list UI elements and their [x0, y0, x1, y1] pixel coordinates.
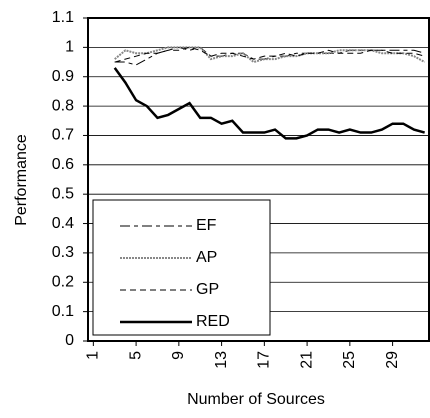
x-tick-label: 17 [256, 351, 273, 369]
x-tick-label: 1 [85, 351, 102, 360]
legend-box [92, 199, 271, 336]
y-tick-label: 0.3 [52, 244, 74, 261]
y-tick-label: 0 [65, 332, 74, 349]
y-tick-label: 0.5 [52, 185, 74, 202]
y-tick-label: 0.9 [52, 68, 74, 85]
y-axis-title: Performance [13, 134, 30, 226]
x-axis-title: Number of Sources [187, 391, 325, 408]
x-tick-label: 29 [384, 351, 401, 369]
line-series [114, 46, 425, 63]
y-tick-label: 0.7 [52, 127, 74, 144]
legend-label: GP [196, 281, 219, 298]
legend-label: AP [196, 249, 217, 266]
x-tick-label: 13 [213, 351, 230, 369]
legend-label: EF [196, 217, 217, 234]
y-tick-label: 0.8 [52, 97, 74, 114]
x-tick-label: 21 [298, 351, 315, 369]
plot-frame [87, 17, 430, 342]
y-tick-label: 0.6 [52, 156, 74, 173]
legend-label: RED [196, 313, 230, 330]
x-tick-label: 9 [170, 351, 187, 360]
y-tick-label: 0.2 [52, 273, 74, 290]
y-tick-label: 0.4 [52, 215, 74, 232]
x-tick-label: 25 [341, 351, 358, 369]
y-tick-label: 0.1 [52, 303, 74, 320]
x-tick-label: 5 [127, 351, 144, 360]
y-tick-label: 1 [65, 39, 74, 56]
line-series [113, 67, 425, 140]
line-series [114, 46, 426, 64]
y-tick-label: 1.1 [52, 9, 74, 26]
